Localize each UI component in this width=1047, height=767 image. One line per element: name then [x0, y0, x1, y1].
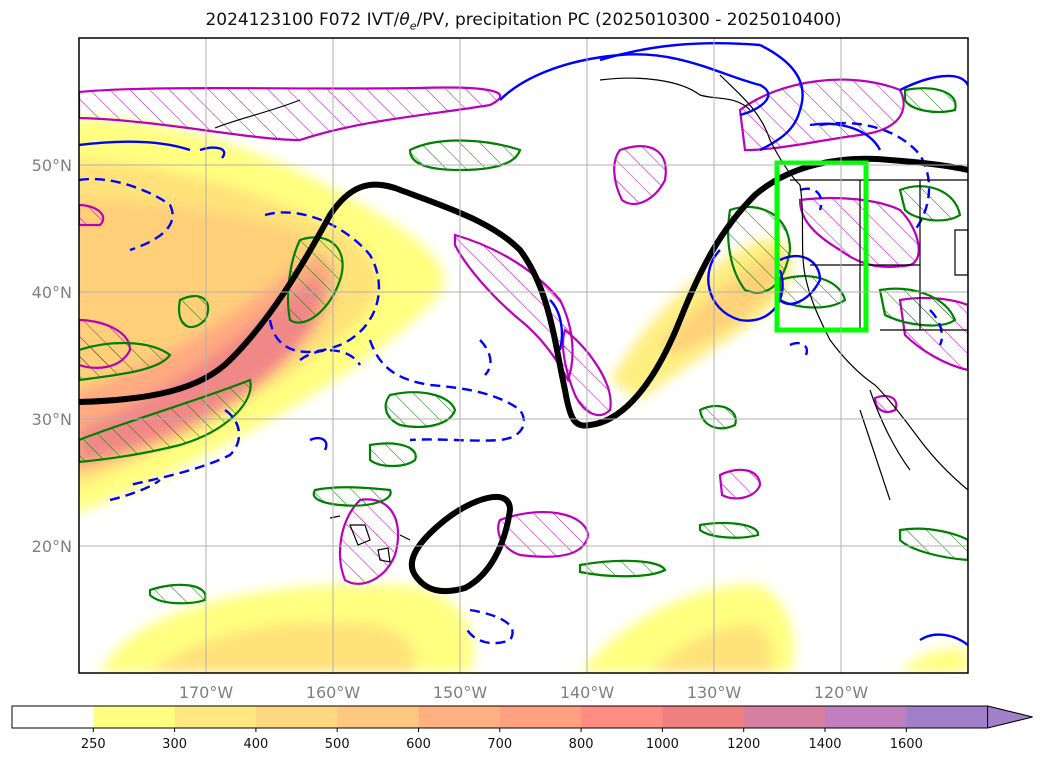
- lat-tick-30n: 30°N: [32, 410, 72, 429]
- colorbar-segment: [499, 706, 582, 728]
- colorbar-tick-label: 700: [487, 737, 512, 752]
- colorbar-segment: [174, 706, 257, 728]
- colorbar-tick-label: 800: [569, 737, 594, 752]
- title-theta-sub: e: [409, 19, 417, 33]
- theta-e-dashed-contours: [79, 121, 944, 645]
- lon-tick-150w: 150°W: [433, 683, 488, 702]
- colorbar-segment: [337, 706, 419, 728]
- lon-tick-120w: 120°W: [814, 683, 869, 702]
- colorbar-tick-label: 300: [162, 737, 187, 752]
- colorbar-tick-label: 400: [243, 737, 268, 752]
- colorbar-segment: [255, 706, 338, 728]
- lon-tick-130w: 130°W: [687, 683, 742, 702]
- colorbar-segment: [418, 706, 501, 728]
- colorbar-extend-arrow: [987, 705, 1033, 729]
- lon-tick-160w: 160°W: [306, 683, 361, 702]
- colorbar-segment: [662, 706, 745, 728]
- lat-tick-40n: 40°N: [32, 283, 72, 302]
- colorbar-tick-label: 250: [81, 737, 106, 752]
- colorbar-tick-label: 1200: [727, 737, 760, 752]
- colorbar-segment: [581, 706, 663, 728]
- title-suffix: /PV, precipitation PC (2025010300 - 2025…: [416, 10, 842, 30]
- colorbar-segment: [906, 706, 989, 728]
- colorbar-segment: [743, 706, 826, 728]
- title-theta: θ: [399, 10, 410, 30]
- lat-tick-labels: 50°N 40°N 30°N 20°N: [32, 156, 72, 556]
- colorbar-segment: [12, 706, 94, 728]
- lon-tick-140w: 140°W: [560, 683, 615, 702]
- colorbar-tick-label: 1400: [808, 737, 841, 752]
- pv-contour: [79, 155, 968, 595]
- colorbar-segment: [93, 706, 176, 728]
- colorbar-tick-label: 1600: [890, 737, 923, 752]
- gridlines: [79, 38, 968, 673]
- colorbar-tick-label: 600: [406, 737, 431, 752]
- colorbar-tick-label: 1000: [646, 737, 679, 752]
- colorbar-segment: [825, 706, 907, 728]
- colorbar: 250 300 400 500 600 700 800 1000 1200 1400 1600: [11, 705, 1033, 752]
- map-area: [79, 38, 968, 673]
- colorbar-tick-label: 500: [325, 737, 350, 752]
- title-prefix: 2024123100 F072 IVT/: [205, 10, 400, 30]
- coastlines: [214, 74, 968, 563]
- map-title: 2024123100 F072 IVT/θe/PV, precipitation…: [0, 10, 1047, 32]
- study-region-box: [774, 160, 869, 333]
- theta-e-contours: [79, 41, 968, 646]
- lat-tick-20n: 20°N: [32, 537, 72, 556]
- lon-tick-labels: 170°W 160°W 150°W 140°W 130°W 120°W: [179, 683, 869, 702]
- map-frame: [78, 37, 969, 674]
- lon-tick-170w: 170°W: [179, 683, 234, 702]
- lat-tick-50n: 50°N: [32, 156, 72, 175]
